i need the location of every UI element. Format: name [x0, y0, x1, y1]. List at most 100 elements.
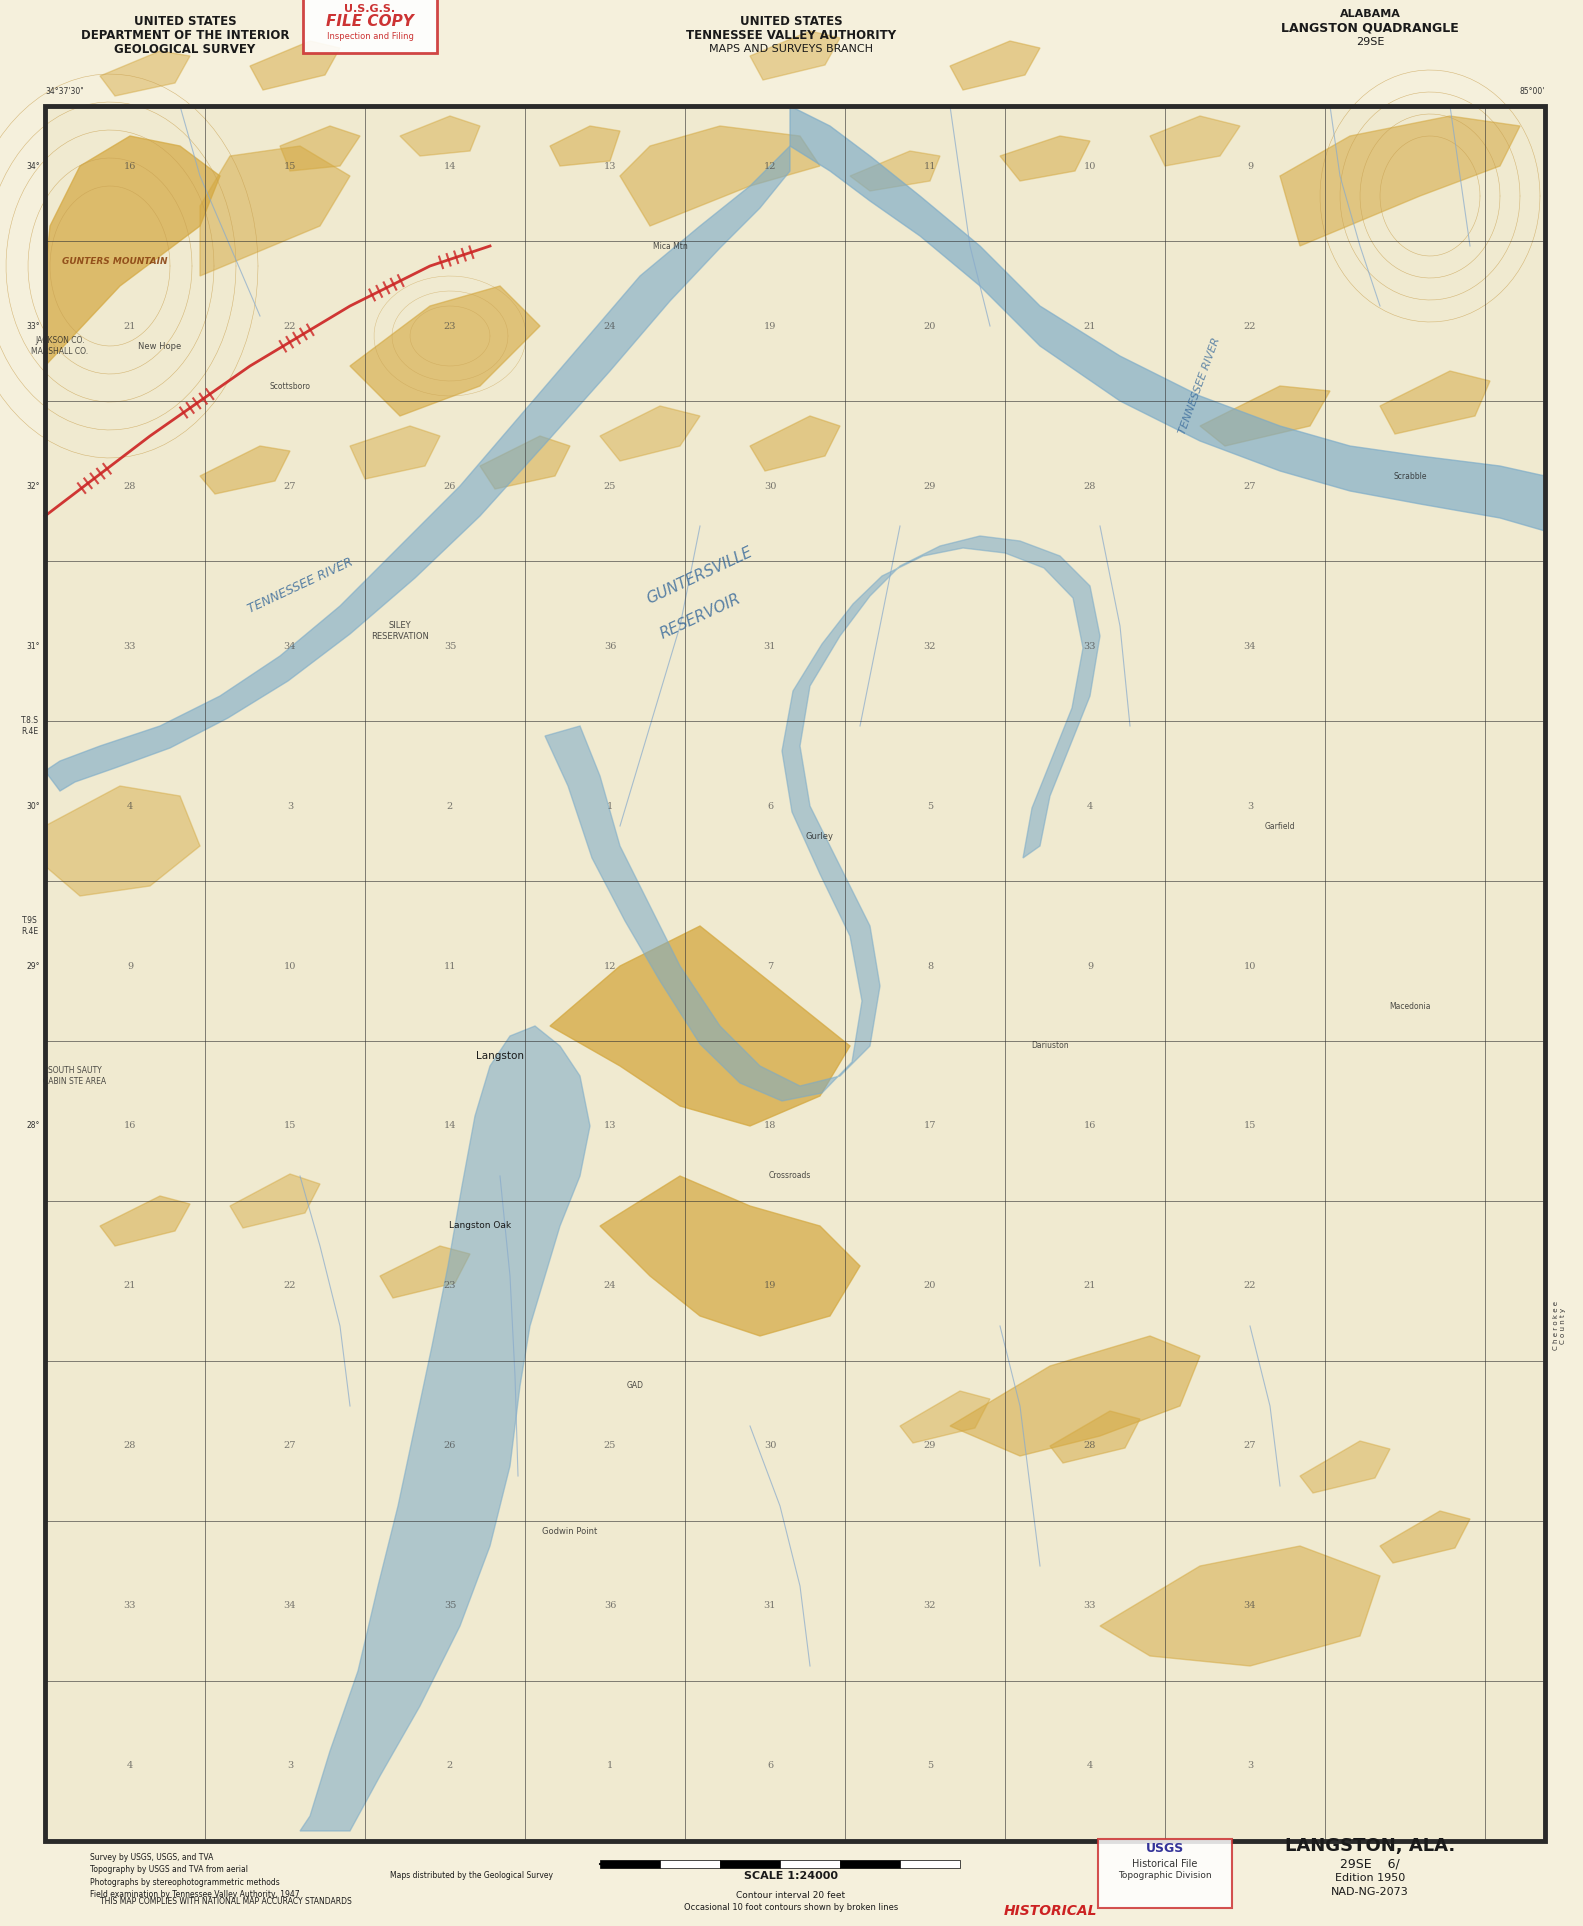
Text: TENNESSEE VALLEY AUTHORITY: TENNESSEE VALLEY AUTHORITY [685, 29, 896, 42]
Polygon shape [1149, 116, 1239, 166]
Polygon shape [545, 535, 1100, 1102]
Text: 11: 11 [924, 162, 936, 171]
Polygon shape [600, 1177, 860, 1337]
Text: UNITED STATES: UNITED STATES [133, 15, 236, 27]
Text: 26: 26 [443, 482, 456, 491]
Text: SILEY
RESERVATION: SILEY RESERVATION [370, 622, 429, 641]
Polygon shape [850, 150, 940, 191]
Text: 6: 6 [766, 801, 773, 811]
Text: 33°: 33° [27, 322, 40, 331]
Text: T.9S
R.4E: T.9S R.4E [22, 917, 38, 936]
Text: 23: 23 [443, 1281, 456, 1290]
Text: Langston: Langston [476, 1052, 524, 1061]
Text: 22: 22 [283, 1281, 296, 1290]
Text: 4: 4 [127, 1762, 133, 1770]
Text: 15: 15 [1244, 1121, 1257, 1131]
Text: Edition 1950: Edition 1950 [1334, 1872, 1406, 1884]
Polygon shape [1200, 385, 1330, 447]
Text: 3: 3 [1247, 1762, 1254, 1770]
Text: 29SE: 29SE [1355, 37, 1384, 46]
Text: 32: 32 [924, 1602, 936, 1610]
Text: 36: 36 [603, 1602, 616, 1610]
Text: 1: 1 [606, 1762, 613, 1770]
Bar [720, 1861, 780, 1868]
Text: 25: 25 [603, 1441, 616, 1450]
Text: 12: 12 [603, 961, 616, 971]
Polygon shape [44, 137, 220, 366]
Text: 4: 4 [1088, 1762, 1094, 1770]
Text: JACKSON CO.
MARSHALL CO.: JACKSON CO. MARSHALL CO. [32, 337, 89, 356]
Text: 34: 34 [283, 1602, 296, 1610]
Text: 19: 19 [765, 322, 776, 331]
Polygon shape [480, 435, 570, 489]
Text: 3: 3 [287, 801, 293, 811]
Text: MAPS AND SURVEYS BRANCH: MAPS AND SURVEYS BRANCH [709, 44, 872, 54]
Text: 2: 2 [446, 801, 453, 811]
Text: 9: 9 [127, 961, 133, 971]
Text: 6: 6 [766, 1762, 773, 1770]
Text: ALABAMA: ALABAMA [1339, 10, 1401, 19]
Text: 21: 21 [123, 322, 136, 331]
Text: 5: 5 [928, 801, 932, 811]
Text: 10: 10 [283, 961, 296, 971]
Text: 10: 10 [1244, 961, 1257, 971]
Text: 31: 31 [763, 1602, 776, 1610]
Text: 29: 29 [924, 482, 936, 491]
Text: 9: 9 [1247, 162, 1254, 171]
Text: 10: 10 [1084, 162, 1095, 171]
Text: 33: 33 [1084, 1602, 1097, 1610]
Text: USGS: USGS [1146, 1841, 1184, 1855]
Text: 34°37'30": 34°37'30" [44, 87, 84, 96]
Text: 21: 21 [1084, 322, 1097, 331]
Text: 21: 21 [123, 1281, 136, 1290]
Text: 26: 26 [443, 1441, 456, 1450]
Bar [841, 1861, 901, 1868]
Text: NAD-NG-2073: NAD-NG-2073 [1331, 1887, 1409, 1897]
Text: 28: 28 [1084, 1441, 1095, 1450]
Text: 23: 23 [443, 322, 456, 331]
Text: 29: 29 [924, 1441, 936, 1450]
Text: 34: 34 [1244, 1602, 1257, 1610]
Text: 15: 15 [283, 162, 296, 171]
Polygon shape [380, 1246, 470, 1298]
Text: 16: 16 [123, 162, 136, 171]
Text: 35: 35 [443, 1602, 456, 1610]
Text: 27: 27 [1244, 482, 1257, 491]
Text: 33: 33 [123, 1602, 136, 1610]
Text: 24: 24 [603, 322, 616, 331]
Text: Occasional 10 foot contours shown by broken lines: Occasional 10 foot contours shown by bro… [684, 1903, 898, 1913]
Polygon shape [621, 125, 820, 225]
Polygon shape [44, 146, 790, 792]
Text: Crossroads: Crossroads [769, 1171, 810, 1181]
Bar [660, 1861, 720, 1868]
Bar [901, 1861, 959, 1868]
Text: LANGSTON QUADRANGLE: LANGSTON QUADRANGLE [1281, 21, 1460, 35]
Text: 29°: 29° [27, 961, 40, 971]
Bar [600, 1861, 660, 1868]
Text: 85°00': 85°00' [1520, 87, 1545, 96]
Bar [780, 1861, 841, 1868]
Polygon shape [600, 406, 700, 460]
Polygon shape [1300, 1441, 1390, 1493]
Text: 7: 7 [766, 961, 773, 971]
Text: 19: 19 [765, 1281, 776, 1290]
FancyBboxPatch shape [302, 0, 437, 54]
Text: DEPARTMENT OF THE INTERIOR: DEPARTMENT OF THE INTERIOR [81, 29, 290, 42]
Polygon shape [301, 1027, 590, 1832]
Text: RESERVOIR: RESERVOIR [657, 591, 742, 641]
Text: T.8.S
R.4E: T.8.S R.4E [21, 716, 40, 736]
Text: 14: 14 [443, 162, 456, 171]
Polygon shape [100, 1196, 190, 1246]
Text: 31°: 31° [27, 641, 40, 651]
Text: 22: 22 [283, 322, 296, 331]
Text: Dariuston: Dariuston [1031, 1042, 1069, 1050]
Text: UNITED STATES: UNITED STATES [739, 15, 842, 27]
Text: 33: 33 [123, 641, 136, 651]
Polygon shape [950, 1337, 1200, 1456]
Polygon shape [549, 125, 621, 166]
Text: 3: 3 [287, 1762, 293, 1770]
Polygon shape [1380, 1512, 1471, 1564]
Polygon shape [549, 926, 850, 1127]
Text: 25: 25 [603, 482, 616, 491]
Text: Historical File: Historical File [1132, 1859, 1198, 1868]
